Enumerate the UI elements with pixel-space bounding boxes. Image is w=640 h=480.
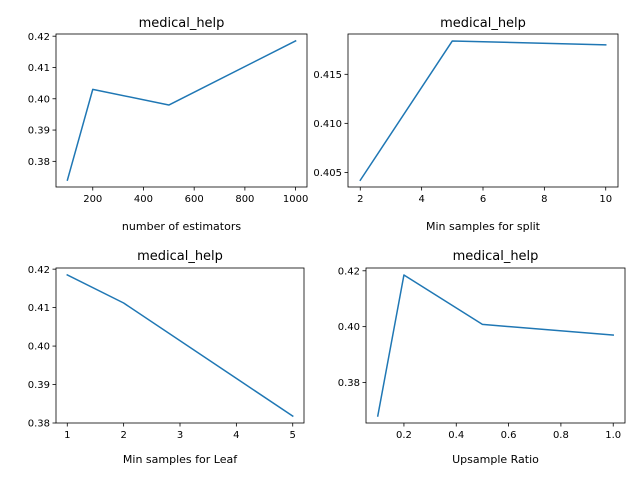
- x-tick-label: 2: [120, 430, 126, 441]
- chart-title: medical_help: [453, 249, 539, 264]
- subplot-upsample-ratio: medical_help Upsample Ratio 0.2 0.4 0.6 0.8…: [338, 249, 626, 466]
- series-line: [359, 40, 607, 182]
- series-line: [66, 39, 297, 182]
- y-tick-label: 0.405: [313, 168, 342, 179]
- x-tick-label: 400: [134, 194, 153, 205]
- x-tick-label: 200: [83, 194, 102, 205]
- y-tick-label: 0.41: [28, 303, 50, 314]
- x-tick-label: 4: [233, 430, 239, 441]
- y-tick-label: 0.40: [28, 94, 50, 105]
- x-tick-label: 8: [541, 194, 547, 205]
- x-tick-label: 1: [64, 430, 70, 441]
- series-line: [376, 274, 615, 417]
- y-tick-label: 0.415: [313, 70, 342, 81]
- x-tick-label: 6: [480, 194, 486, 205]
- x-tick-label: 0.6: [501, 430, 517, 441]
- y-tick-label: 0.42: [28, 265, 50, 276]
- y-tick-label: 0.39: [28, 126, 50, 137]
- x-tick-label: 1.0: [605, 430, 621, 441]
- x-tick-label: 600: [185, 194, 204, 205]
- y-tick-label: 0.42: [28, 32, 50, 43]
- x-axis-label: number of estimators: [122, 220, 241, 233]
- y-tick-label: 0.40: [28, 342, 50, 353]
- subplot-estimators: medical_help number of estimators 200 400…: [28, 16, 309, 233]
- subplot-min-samples-leaf: medical_help Min samples for Leaf 1 2 3 4 5 0…: [28, 249, 305, 466]
- y-tick-label: 0.40: [338, 322, 360, 333]
- x-tick-label: 0.4: [448, 430, 464, 441]
- y-tick-label: 0.38: [28, 157, 50, 168]
- x-tick-label: 4: [418, 194, 424, 205]
- subplot-min-samples-split: medical_help Min samples for split 2 4 6 8 1…: [313, 16, 619, 233]
- x-tick-label: 2: [357, 194, 363, 205]
- x-axis-label: Upsample Ratio: [452, 453, 539, 466]
- axes-frame: [55, 33, 308, 188]
- x-tick-label: 0.2: [396, 430, 412, 441]
- x-tick-label: 0.8: [553, 430, 569, 441]
- y-tick-label: 0.42: [338, 266, 360, 277]
- x-tick-label: 1000: [283, 194, 308, 205]
- x-axis-label: Min samples for Leaf: [123, 453, 238, 466]
- x-tick-label: 10: [599, 194, 612, 205]
- chart-title: medical_help: [139, 16, 225, 31]
- y-tick-label: 0.39: [28, 380, 50, 391]
- y-tick-label: 0.38: [338, 378, 360, 389]
- y-tick-label: 0.410: [313, 119, 342, 130]
- x-tick-label: 800: [235, 194, 254, 205]
- y-tick-label: 0.38: [28, 419, 50, 430]
- x-tick-label: 3: [177, 430, 183, 441]
- chart-title: medical_help: [137, 249, 223, 264]
- axes-frame: [365, 267, 626, 424]
- x-tick-label: 5: [290, 430, 296, 441]
- series-line: [66, 273, 294, 418]
- y-tick-label: 0.41: [28, 63, 50, 74]
- x-axis-label: Min samples for split: [426, 220, 541, 233]
- chart-title: medical_help: [440, 16, 526, 31]
